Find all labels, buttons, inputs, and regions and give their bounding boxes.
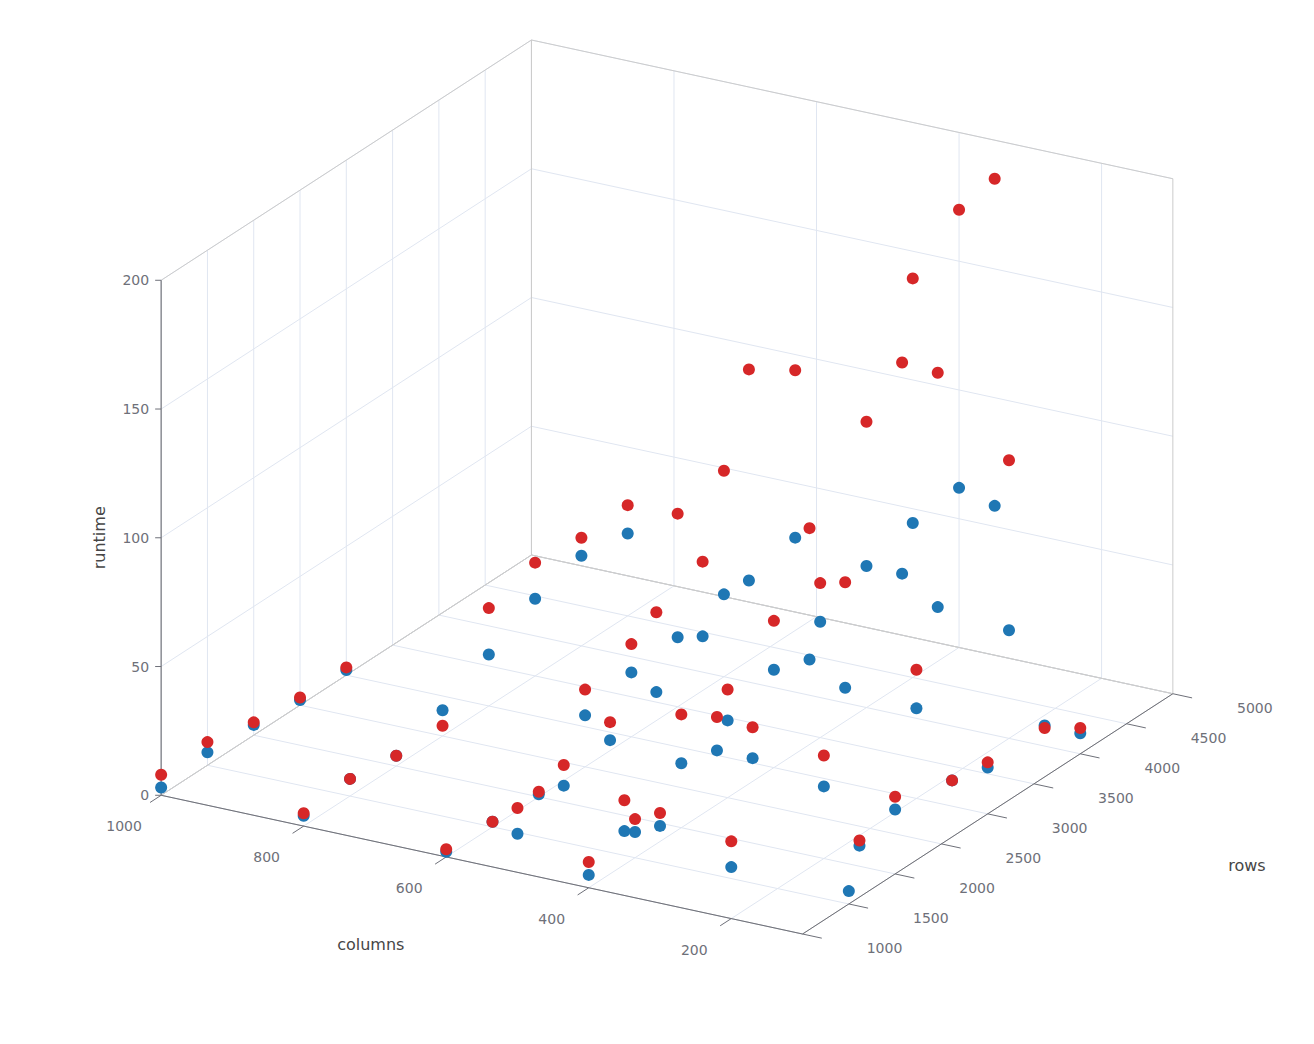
svg-text:600: 600 [396,880,423,896]
svg-text:150: 150 [122,401,149,417]
svg-text:200: 200 [681,942,708,958]
svg-text:columns: columns [337,935,404,954]
svg-text:2500: 2500 [1006,850,1042,866]
svg-text:3000: 3000 [1052,820,1088,836]
svg-text:1000: 1000 [106,818,142,834]
svg-text:4500: 4500 [1191,730,1227,746]
svg-text:5000: 5000 [1237,700,1273,716]
svg-text:100: 100 [122,530,149,546]
svg-text:0: 0 [140,787,149,803]
svg-text:800: 800 [253,849,280,865]
svg-text:50: 50 [131,659,149,675]
svg-text:200: 200 [122,272,149,288]
svg-text:rows: rows [1228,856,1265,875]
svg-text:2000: 2000 [959,880,995,896]
svg-text:4000: 4000 [1144,760,1180,776]
svg-text:400: 400 [538,911,565,927]
svg-text:1000: 1000 [867,940,903,956]
svg-text:runtime: runtime [90,506,109,569]
svg-text:1500: 1500 [913,910,949,926]
svg-text:3500: 3500 [1098,790,1134,806]
